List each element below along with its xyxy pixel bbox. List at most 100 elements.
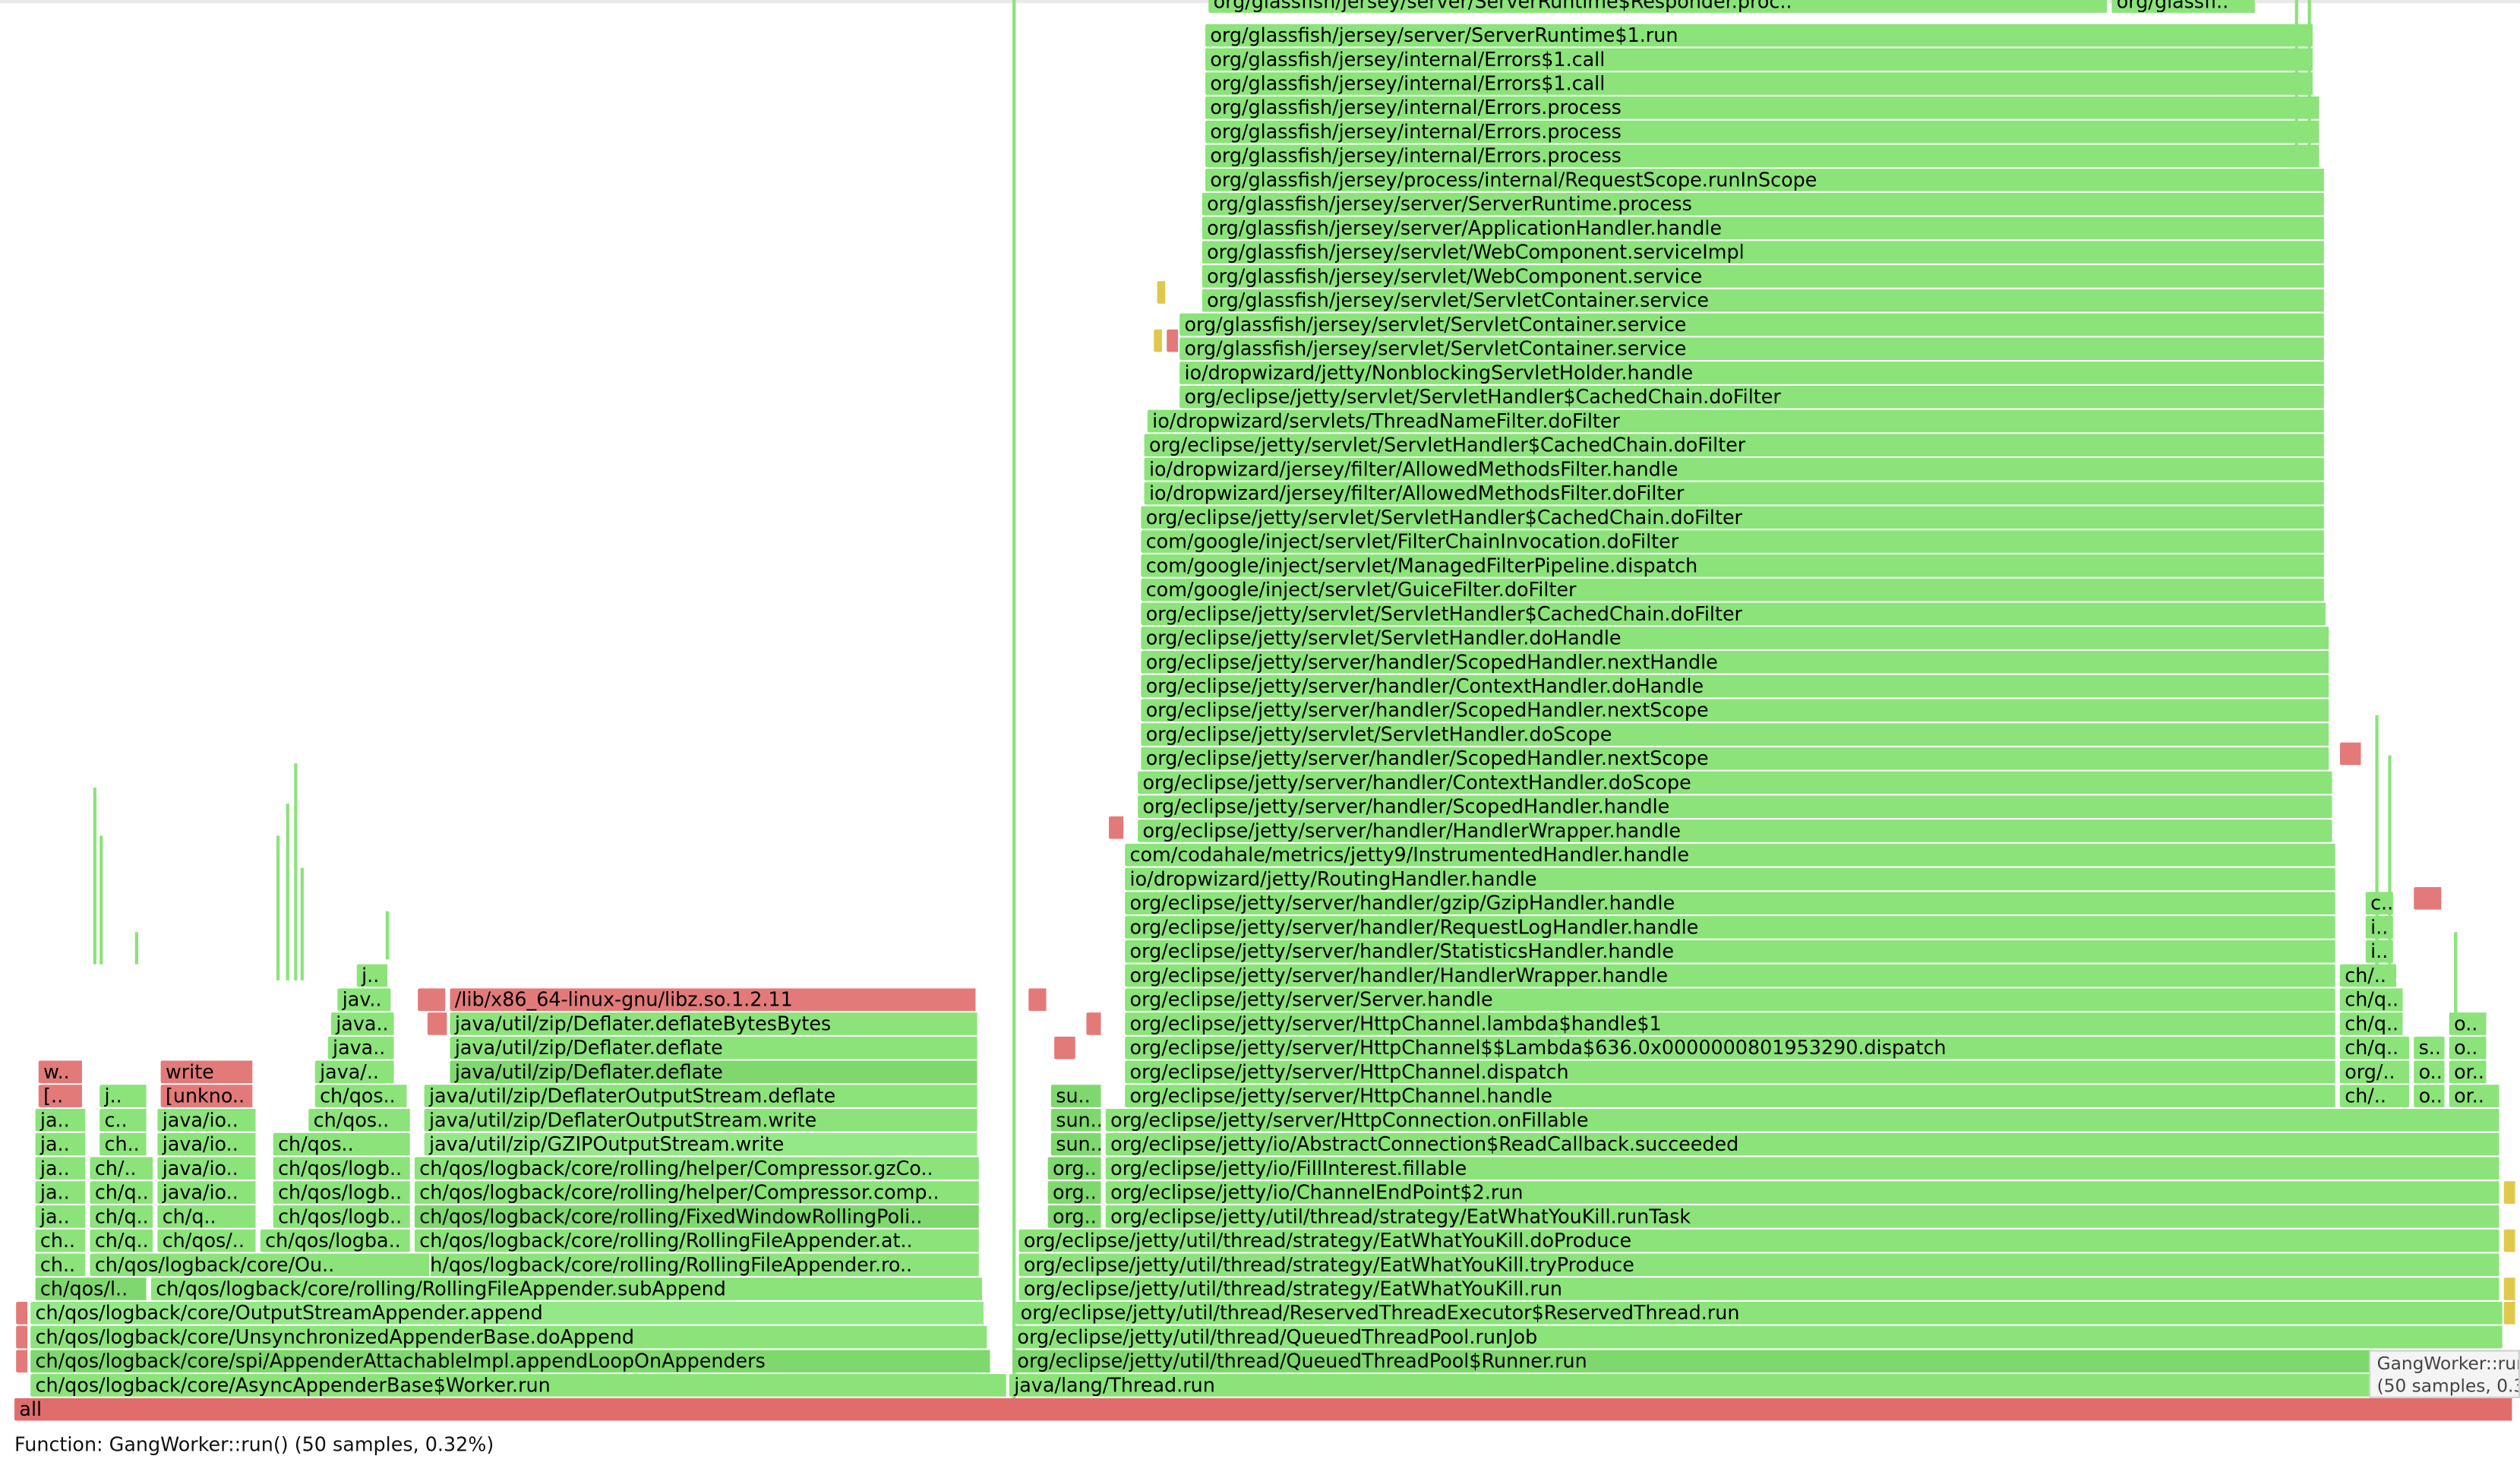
frame[interactable]: ch/qos/.. [157,1229,257,1252]
frame[interactable]: org.. [1047,1157,1103,1180]
frame[interactable]: org/eclipse/jetty/server/handler/ScopedH… [1138,795,2334,819]
frame[interactable]: i.. [2365,916,2395,939]
frame[interactable] [427,1012,449,1035]
frame[interactable]: ch/qos/logback/core/rolling/FixedWindowR… [414,1205,981,1228]
narrow-stack[interactable] [134,932,138,965]
frame[interactable]: j.. [99,1085,148,1107]
frame[interactable]: java/io.. [157,1157,257,1180]
frame[interactable]: [unkno.. [160,1085,254,1107]
frame[interactable]: org/eclipse/jetty/server/HttpConnection.… [1105,1109,2501,1132]
frame[interactable]: org/eclipse/jetty/servlet/ServletHandler… [1144,434,2326,456]
frame[interactable]: org/eclipse/jetty/server/handler/Context… [1141,674,2331,698]
frame[interactable]: org/eclipse/jetty/util/thread/QueuedThre… [1012,1325,2504,1349]
frame[interactable] [1028,988,1048,1011]
frame[interactable]: org/glassfish/jersey/servlet/WebComponen… [1202,241,2326,264]
frame[interactable]: org/eclipse/jetty/servlet/ServletHandler… [1179,385,2326,409]
frame[interactable]: ch/qos/logback/core/rolling/helper/Compr… [414,1157,981,1180]
frame[interactable]: org/glassfish/jersey/servlet/ServletCont… [1179,313,2326,336]
frame[interactable]: org/glassfish/jersey/server/ServerRuntim… [1205,24,2315,47]
frame[interactable]: ja.. [35,1181,87,1204]
frame[interactable]: java/io.. [157,1181,257,1204]
frame[interactable]: ch/qos/logback/core/Ou.. [90,1253,431,1277]
frame[interactable]: com/codahale/metrics/jetty9/Instrumented… [1125,843,2337,867]
frame[interactable]: ch/qos/logb.. [273,1205,412,1228]
frame[interactable]: ja.. [35,1109,87,1132]
frame[interactable]: org.. [1047,1181,1103,1204]
frame[interactable]: or.. [2449,1085,2501,1107]
frame[interactable]: org/glassfi.. [2111,0,2256,13]
frame[interactable]: o.. [2449,1036,2488,1060]
frame[interactable]: ch/q.. [2339,1036,2411,1060]
frame[interactable]: ch.. [99,1132,148,1156]
frame[interactable]: org/eclipse/jetty/servlet/ServletHandler… [1141,602,2327,626]
frame[interactable]: org/eclipse/jetty/server/HttpChannel$$La… [1125,1036,2337,1060]
frame[interactable]: org/eclipse/jetty/servlet/ServletHandler… [1141,506,2326,529]
frame[interactable]: com/google/inject/servlet/ManagedFilterP… [1141,554,2326,577]
frame[interactable]: org/eclipse/jetty/io/ChannelEndPoint$2.r… [1105,1181,2501,1204]
frame[interactable]: org/eclipse/jetty/server/HttpChannel.lam… [1125,1012,2337,1035]
frame[interactable]: ch/qos/logb.. [273,1181,412,1204]
frame[interactable]: or.. [2449,1060,2488,1084]
frame[interactable]: io/dropwizard/jersey/filter/AllowedMetho… [1144,458,2326,481]
frame[interactable]: org.. [1047,1205,1103,1228]
frame[interactable]: org/eclipse/jetty/util/thread/strategy/E… [1018,1253,2501,1277]
frame[interactable]: org/eclipse/jetty/server/handler/Context… [1138,771,2334,794]
frame[interactable] [1157,281,1167,304]
narrow-stack[interactable] [286,804,289,981]
frame[interactable]: ch/qos/logback/core/spi/AppenderAttachab… [30,1350,992,1373]
frame[interactable]: org/eclipse/jetty/server/Server.handle [1125,988,2337,1011]
narrow-stack[interactable] [2375,715,2379,973]
frame[interactable]: jav.. [337,988,393,1011]
frame[interactable]: com/google/inject/servlet/FilterChainInv… [1141,530,2326,553]
frame[interactable]: org/glassfish/jersey/server/ApplicationH… [1202,216,2326,240]
frame[interactable]: ch/q.. [90,1205,155,1228]
frame[interactable]: w.. [38,1060,84,1084]
frame[interactable]: o.. [2414,1085,2446,1107]
frame[interactable] [1054,1036,1077,1060]
frame[interactable]: com/google/inject/servlet/GuiceFilter.do… [1141,578,2326,602]
frame[interactable]: ch/qos.. [308,1109,412,1132]
frame[interactable]: java/util/zip/Deflater.deflate [450,1060,979,1084]
frame[interactable]: java/util/zip/Deflater.deflate [450,1036,979,1060]
frame[interactable]: ch/.. [90,1157,155,1180]
frame[interactable]: java/util/zip/Deflater.deflateBytesBytes [450,1012,979,1035]
frame[interactable]: /lib/x86_64-linux-gnu/libz.so.1.2.11 [450,988,977,1011]
frame[interactable]: org/eclipse/jetty/server/handler/Handler… [1125,964,2337,987]
frame-all[interactable]: all [14,1397,2514,1421]
frame[interactable]: ch/qos.. [273,1132,412,1156]
frame[interactable]: org/.. [2339,1060,2411,1084]
frame[interactable]: org/glassfish/jersey/internal/Errors.pro… [1205,144,2321,168]
frame[interactable]: org/eclipse/jetty/util/thread/QueuedThre… [1012,1350,2504,1373]
frame[interactable]: c.. [2365,892,2395,915]
frame[interactable] [1154,329,1164,352]
frame[interactable]: org/glassfish/jersey/process/internal/Re… [1205,169,2326,191]
frame[interactable]: write [160,1060,254,1084]
frame[interactable]: ch/qos/logb.. [273,1157,412,1180]
frame[interactable]: ch/q.. [2339,1012,2405,1035]
frame[interactable]: org/glassfish/jersey/servlet/WebComponen… [1202,265,2326,288]
narrow-stack[interactable] [2454,932,2458,1013]
frame[interactable]: sun.. [1050,1132,1103,1156]
frame[interactable]: java/.. [314,1060,396,1084]
frame[interactable]: org/eclipse/jetty/server/handler/ScopedH… [1141,699,2331,722]
frame[interactable] [418,988,447,1011]
frame[interactable]: org/glassfish/jersey/server/ServerRuntim… [1208,0,2109,13]
frame[interactable]: org/eclipse/jetty/util/thread/ReservedTh… [1015,1301,2504,1325]
frame[interactable]: org/eclipse/jetty/io/FillInterest.fillab… [1105,1157,2501,1180]
frame[interactable]: org/eclipse/jetty/server/handler/ScopedH… [1141,747,2331,770]
frame[interactable]: ch/qos/logback/core/UnsynchronizedAppend… [30,1325,989,1349]
narrow-stack[interactable] [1012,0,1016,1398]
frame[interactable]: org/eclipse/jetty/server/handler/gzip/Gz… [1125,892,2337,915]
frame[interactable]: org/glassfish/jersey/servlet/ServletCont… [1202,289,2326,312]
frame[interactable]: ch/qos/logba.. [260,1229,412,1252]
frame[interactable] [1086,1012,1103,1035]
narrow-stack[interactable] [2388,755,2392,965]
frame[interactable]: ch/qos/logback/core/rolling/RollingFileA… [414,1229,981,1252]
frame[interactable]: ch.. [35,1253,87,1277]
frame[interactable]: org/eclipse/jetty/servlet/ServletHandler… [1141,723,2331,746]
frame[interactable]: org/eclipse/jetty/io/AbstractConnection$… [1105,1132,2501,1156]
frame[interactable]: ch/q.. [2339,988,2405,1011]
frame[interactable]: io/dropwizard/servlets/ThreadNameFilter.… [1147,409,2326,433]
frame[interactable]: o.. [2414,1060,2446,1084]
frame[interactable]: ch/qos/logback/core/OutputStreamAppender… [30,1301,986,1325]
